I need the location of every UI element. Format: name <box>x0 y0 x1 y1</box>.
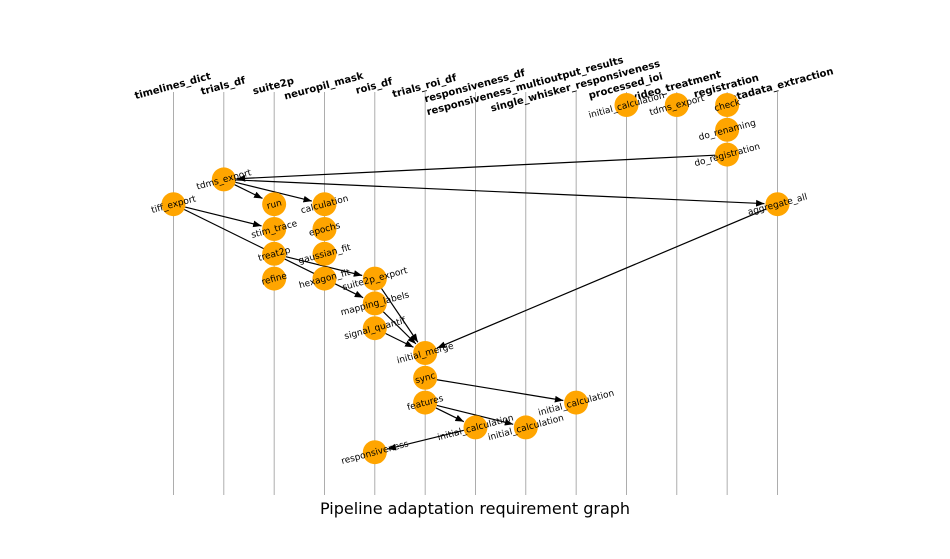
node-circle <box>362 440 387 465</box>
node-circle <box>161 192 186 217</box>
node-circle <box>463 415 488 440</box>
node-circle <box>262 266 287 291</box>
node-circle <box>413 365 438 390</box>
node-circle <box>715 142 740 167</box>
edge-arrow <box>236 154 716 182</box>
node-circle <box>413 341 438 365</box>
node-circle <box>362 291 387 316</box>
edge-arrow <box>235 179 765 207</box>
node-circle <box>262 217 287 241</box>
edge-arrow <box>185 206 262 228</box>
graph-title: Pipeline adaptation requirement graph <box>320 499 630 518</box>
column-label: neuropil_mask <box>283 71 365 103</box>
node-circle <box>211 167 236 192</box>
node-circle <box>413 390 438 415</box>
node-circle <box>513 415 538 440</box>
edge-arrow <box>387 429 464 451</box>
edge-arrow <box>382 311 417 345</box>
edge-arrow <box>235 181 313 203</box>
node-circle <box>362 316 387 341</box>
node-circle <box>362 266 387 291</box>
node-circle <box>262 241 287 266</box>
node-circle <box>312 266 337 291</box>
node-circle <box>262 192 287 217</box>
edge-arrow <box>436 404 514 426</box>
node-circle <box>614 93 639 117</box>
edge-arrow <box>285 256 363 277</box>
edge-arrow <box>436 208 767 349</box>
edge-arrow <box>381 288 419 343</box>
node-circle <box>715 117 740 142</box>
node-label: run <box>266 198 283 212</box>
node-circle <box>312 192 337 217</box>
node-circle <box>312 217 337 241</box>
node-circle <box>765 192 790 217</box>
node-circle <box>664 93 689 117</box>
edge-arrow <box>385 332 414 348</box>
edge-arrow <box>234 184 263 199</box>
edge-arrow <box>435 407 465 423</box>
node-circle <box>312 241 337 266</box>
node-circle <box>715 93 740 117</box>
node-circle <box>564 390 589 415</box>
edge-arrow <box>436 379 564 403</box>
